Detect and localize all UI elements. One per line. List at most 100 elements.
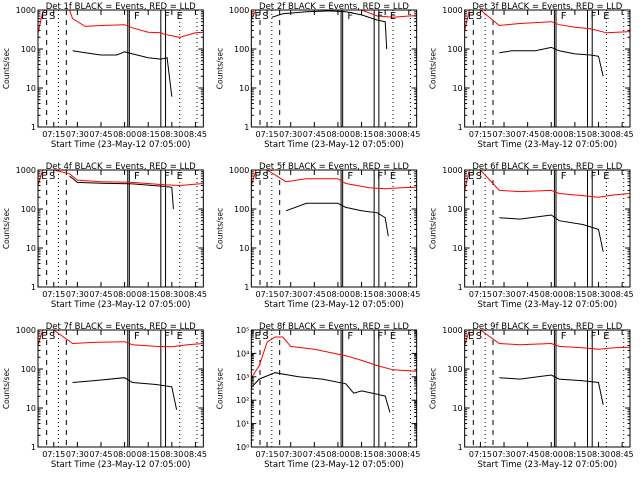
x-tick-label: 08:30 (587, 450, 610, 459)
y-tick-label: 10 (239, 244, 249, 253)
y-axis-label: Counts/sec (215, 368, 224, 409)
marker-letter: E (177, 331, 183, 342)
y-tick-label: 1000 (16, 326, 36, 335)
x-tick-label: 08:15 (350, 450, 373, 459)
lld-series-line (38, 170, 204, 187)
y-tick-label: 1 (458, 443, 463, 452)
marker-letter: F (164, 11, 170, 22)
marker-letter: E (603, 331, 609, 342)
x-tick-label: 08:15 (563, 290, 586, 299)
y-tick-label: 100 (234, 205, 249, 214)
detector-panel: 1 10 100 1000 07:15 07:30 07:45 08:00 08:15 08:30… (429, 322, 634, 470)
x-tick-label: 07:15 (256, 290, 279, 299)
y-axis-label: Counts/sec (2, 208, 11, 249)
y-tick-label: 10 (26, 84, 36, 93)
x-tick-label: 08:45 (397, 290, 420, 299)
y-tick-label: 1000 (442, 326, 462, 335)
x-tick-label: 07:15 (469, 130, 492, 139)
x-tick-label: 07:30 (279, 130, 302, 139)
events-series-line (271, 10, 388, 50)
y-tick-label: 1000 (442, 166, 462, 175)
x-tick-label: 07:15 (42, 130, 65, 139)
x-tick-label: 08:45 (184, 290, 207, 299)
y-tick-label: 100 (21, 45, 36, 54)
y-tick-label: 1000 (16, 166, 36, 175)
x-tick-label: 07:45 (516, 130, 539, 139)
x-tick-label: 07:45 (89, 450, 112, 459)
marker-letter: F (377, 331, 383, 342)
y-tick-label: 10 (26, 244, 36, 253)
x-tick-label: 08:45 (397, 130, 420, 139)
marker-letter: S (49, 11, 55, 22)
lld-series-line (251, 170, 417, 190)
y-tick-label: 10⁵ (236, 326, 249, 335)
marker-letter: F (134, 171, 140, 182)
y-tick-label: 10⁰ (236, 443, 249, 452)
x-tick-label: 07:15 (256, 130, 279, 139)
marker-letter: E (254, 171, 260, 182)
plot-frame (37, 9, 204, 128)
y-tick-label: 1 (31, 123, 36, 132)
x-tick-label: 08:30 (587, 130, 610, 139)
x-axis-label: Start Time (23-May-12 07:05:00) (477, 140, 617, 150)
detector-panel: 1 10 100 1000 07:15 07:30 07:45 08:00 08:15 08:30… (429, 162, 634, 310)
plot-frame (250, 9, 418, 128)
y-tick-label: 10¹ (236, 420, 249, 429)
x-tick-label: 08:15 (137, 450, 160, 459)
marker-letter: F (561, 11, 567, 22)
x-axis-label: Start Time (23-May-12 07:05:00) (51, 300, 191, 310)
y-tick-label: 10² (236, 396, 249, 405)
y-tick-label: 10 (239, 84, 249, 93)
panel-title: Det 1f BLACK = Events, RED = LLD (46, 2, 196, 12)
marker-letter: F (164, 331, 170, 342)
x-tick-label: 08:00 (113, 450, 136, 459)
plot-frame (464, 9, 631, 128)
plot-frame (464, 329, 631, 448)
plot-frame (37, 329, 204, 448)
marker-letter: F (377, 11, 383, 22)
panel-title: Det 4f BLACK = Events, RED = LLD (46, 162, 196, 172)
x-tick-label: 08:30 (160, 290, 183, 299)
events-series-line (69, 175, 174, 210)
x-tick-label: 07:15 (469, 450, 492, 459)
marker-letter: S (476, 331, 482, 342)
marker-letter: E (390, 171, 396, 182)
events-series-line (499, 214, 604, 252)
marker-letter: S (476, 11, 482, 22)
x-axis-label: Start Time (23-May-12 07:05:00) (51, 460, 191, 470)
x-tick-label: 07:30 (493, 290, 516, 299)
y-tick-label: 100 (447, 45, 462, 54)
x-tick-label: 08:00 (540, 290, 563, 299)
x-tick-label: 08:45 (184, 450, 207, 459)
marker-letter: E (254, 331, 260, 342)
marker-letter: E (177, 171, 183, 182)
marker-letter: F (347, 171, 353, 182)
x-axis-label: Start Time (23-May-12 07:05:00) (264, 300, 404, 310)
lld-series-line (38, 330, 204, 348)
lld-series-line (251, 10, 417, 19)
marker-letter: E (468, 11, 474, 22)
marker-letter: S (49, 171, 55, 182)
x-axis-label: Start Time (23-May-12 07:05:00) (477, 300, 617, 310)
x-tick-label: 08:45 (611, 130, 634, 139)
x-tick-label: 07:45 (89, 130, 112, 139)
y-axis-label: Counts/sec (215, 208, 224, 249)
detector-panel: 1 10 100 1000 07:15 07:30 07:45 08:00 08:15 08:30… (215, 2, 420, 150)
panel-title: Det 3f BLACK = Events, RED = LLD (472, 2, 622, 12)
x-tick-label: 07:30 (493, 450, 516, 459)
lld-series-line (464, 10, 630, 34)
plot-frame (464, 169, 631, 288)
y-tick-label: 1000 (229, 6, 249, 15)
events-series-line (72, 377, 178, 410)
lld-series-line (464, 330, 630, 350)
marker-letter: E (603, 171, 609, 182)
x-tick-label: 07:45 (516, 290, 539, 299)
marker-letter: S (262, 331, 268, 342)
y-axis-label: Counts/sec (2, 48, 11, 89)
marker-letter: F (591, 331, 597, 342)
x-axis-label: Start Time (23-May-12 07:05:00) (264, 460, 404, 470)
y-tick-label: 1 (244, 283, 249, 292)
y-tick-label: 1 (31, 443, 36, 452)
x-tick-label: 07:15 (469, 290, 492, 299)
